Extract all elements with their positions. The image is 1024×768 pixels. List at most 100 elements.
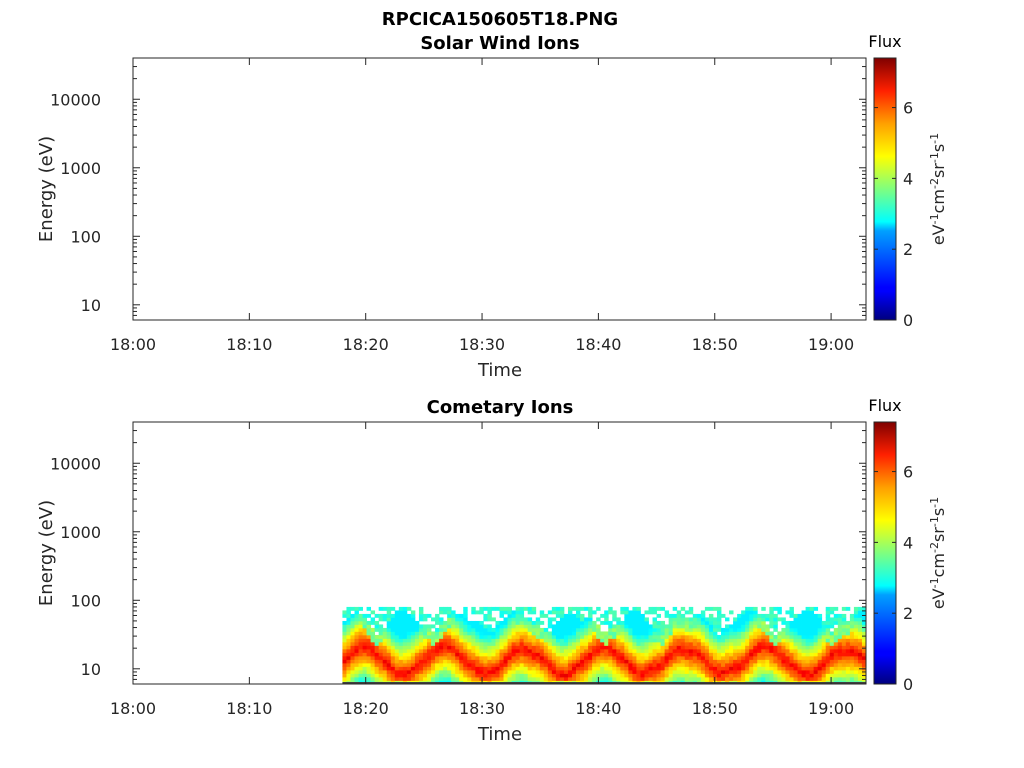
- heatmap-cell: [422, 613, 428, 618]
- heatmap-cell: [447, 666, 452, 671]
- heatmap-cell: [773, 659, 778, 664]
- heatmap-cell: [712, 638, 718, 643]
- heatmap-cell: [857, 673, 863, 678]
- heatmap-cell: [833, 645, 839, 650]
- heatmap-cell: [370, 617, 376, 622]
- heatmap-cell: [427, 669, 432, 674]
- heatmap-cell: [861, 655, 867, 660]
- heatmap-cell: [555, 662, 561, 667]
- heatmap-cell: [861, 627, 867, 632]
- heatmap-cell: [644, 662, 649, 667]
- heatmap-cell: [499, 655, 504, 660]
- heatmap-cell: [604, 666, 609, 671]
- heatmap-cell: [648, 655, 653, 660]
- heatmap-cell: [612, 659, 617, 664]
- heatmap-cell: [745, 606, 750, 611]
- heatmap-cell: [737, 673, 742, 678]
- heatmap-cell: [664, 610, 670, 615]
- heatmap-cell: [813, 662, 819, 667]
- heatmap-cell: [580, 655, 585, 660]
- heatmap-cell: [427, 627, 432, 632]
- heatmap-cell: [628, 666, 633, 671]
- heatmap-cell: [366, 645, 372, 650]
- heatmap-cell: [817, 676, 823, 681]
- heatmap-cell: [773, 676, 778, 681]
- heatmap-cell: [769, 638, 774, 643]
- heatmap-cell: [785, 610, 790, 615]
- heatmap-cell: [696, 631, 702, 636]
- heatmap-cell: [414, 662, 420, 667]
- heatmap-cell: [479, 673, 484, 678]
- heatmap-cell: [471, 624, 476, 629]
- heatmap-cell: [350, 659, 355, 664]
- heatmap-cell: [616, 652, 621, 657]
- heatmap-cell: [757, 638, 762, 643]
- heatmap-cell: [861, 641, 867, 646]
- heatmap-cell: [672, 655, 678, 660]
- heatmap-cell: [849, 666, 855, 671]
- heatmap-cell: [708, 659, 714, 664]
- heatmap-cell: [857, 652, 863, 657]
- heatmap-cell: [797, 624, 802, 629]
- heatmap-cell: [551, 641, 557, 646]
- heatmap-cell: [535, 631, 541, 636]
- heatmap-cell: [471, 659, 476, 664]
- heatmap-cell: [580, 659, 585, 664]
- heatmap-cell: [362, 659, 367, 664]
- heatmap-cell: [708, 652, 714, 657]
- heatmap-cell: [600, 655, 605, 660]
- heatmap-cell: [640, 662, 645, 667]
- heatmap-cell: [527, 666, 533, 671]
- heatmap-cell: [418, 666, 424, 671]
- figure-title: RPCICA150605T18.PNG: [382, 9, 618, 30]
- heatmap-cell: [588, 659, 593, 664]
- heatmap-cell: [841, 606, 847, 611]
- heatmap-cell: [451, 648, 456, 653]
- heatmap-cell: [507, 645, 512, 650]
- heatmap-cell: [503, 631, 508, 636]
- heatmap-cell: [829, 662, 835, 667]
- heatmap-cell: [793, 617, 798, 622]
- heatmap-cell: [491, 638, 496, 643]
- heatmap-cell: [346, 673, 351, 678]
- heatmap-cell: [342, 648, 347, 653]
- heatmap-cell: [644, 648, 649, 653]
- heatmap-cell: [773, 620, 778, 625]
- heatmap-cell: [435, 645, 440, 650]
- heatmap-cell: [390, 606, 396, 611]
- heatmap-cell: [716, 673, 722, 678]
- heatmap-cell: [644, 610, 649, 615]
- heatmap-cell: [378, 624, 384, 629]
- heatmap-cell: [414, 627, 420, 632]
- heatmap-cell: [805, 648, 811, 653]
- heatmap-cell: [402, 613, 408, 618]
- heatmap-cell: [559, 634, 565, 639]
- heatmap-cell: [761, 669, 766, 674]
- heatmap-cell: [346, 669, 351, 674]
- heatmap-cell: [374, 624, 380, 629]
- heatmap-cell: [515, 673, 521, 678]
- heatmap-cell: [390, 617, 396, 622]
- heatmap-cell: [612, 648, 617, 653]
- heatmap-cell: [845, 620, 851, 625]
- heatmap-cell: [745, 655, 750, 660]
- heatmap-cell: [487, 662, 492, 667]
- heatmap-cell: [716, 669, 722, 674]
- heatmap-cell: [692, 620, 698, 625]
- heatmap-cell: [700, 645, 706, 650]
- heatmap-cell: [366, 631, 372, 636]
- heatmap-cell: [861, 638, 867, 643]
- heatmap-cell: [708, 662, 714, 667]
- heatmap-cell: [833, 676, 839, 681]
- heatmap-cell: [829, 617, 835, 622]
- heatmap-cell: [737, 676, 742, 681]
- heatmap-cell: [543, 634, 549, 639]
- heatmap-cell: [571, 655, 577, 660]
- heatmap-cell: [644, 676, 649, 681]
- heatmap-cell: [503, 655, 508, 660]
- heatmap-cell: [636, 620, 641, 625]
- heatmap-cell: [632, 638, 637, 643]
- heatmap-cell: [394, 617, 400, 622]
- heatmap-cell: [414, 648, 420, 653]
- heatmap-cell: [809, 631, 815, 636]
